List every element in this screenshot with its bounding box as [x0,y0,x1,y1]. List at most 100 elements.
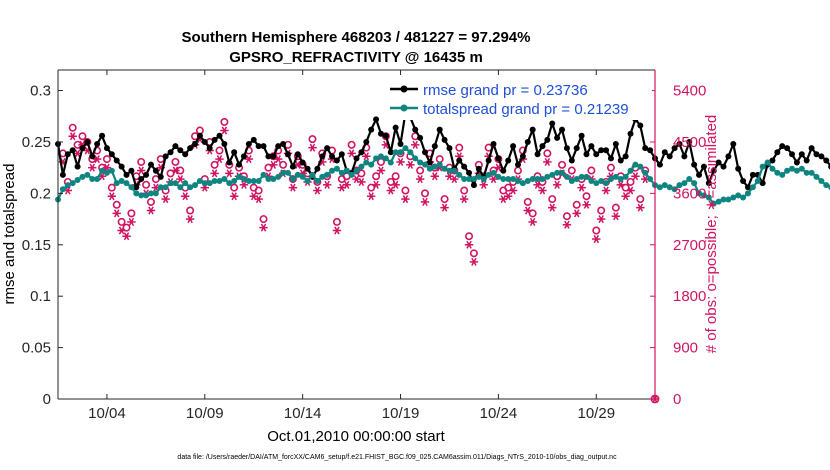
totalspread-point [793,167,800,174]
totalspread-point [446,167,453,174]
obs-possible-point [469,249,478,258]
totalspread-point [192,182,199,189]
asterisk-stroke [358,177,365,186]
obs-assimilated-point [107,192,117,201]
obs-possible-point [460,186,469,195]
obs-assimilated-point [386,186,395,195]
asterisk-stroke [397,157,404,166]
totalspread-point [514,178,521,185]
y-left-tick-label: 0.25 [22,134,51,151]
asterisk-stroke [334,226,340,235]
totalspread-point [79,173,86,180]
totalspread-point [598,178,605,185]
rmse-point [779,143,786,150]
obs-assimilated-point [274,155,283,164]
rmse-point [627,130,634,137]
totalspread-point [539,175,546,182]
obs-possible-point [558,160,567,169]
asterisk-stroke [270,160,277,169]
rmse-point [686,138,693,145]
rmse-point [510,143,517,150]
obs-possible-point [626,177,635,186]
asterisk-stroke [603,186,609,195]
rmse-point [456,157,463,164]
asterisk-stroke [216,155,223,164]
rmse-point [333,157,340,164]
obs-assimilated-point [396,157,405,166]
rmse-point [299,159,306,166]
rmse-point [505,157,512,164]
totalspread-point [123,180,130,187]
obs-assimilated-point [415,175,425,184]
rmse-point [245,141,252,148]
asterisk-stroke [441,203,448,212]
totalspread-point [789,165,796,172]
obs-assimilated-point [122,232,131,241]
totalspread-point [480,175,487,182]
asterisk-stroke [451,175,458,184]
rmse-point [656,161,663,168]
series-layer [55,110,830,404]
obs-assimilated-point [489,175,498,184]
asterisk-stroke [490,175,497,184]
totalspread-point [612,173,619,180]
totalspread-point [280,169,287,176]
rmse-point [363,138,370,145]
legend-totalspread-label: totalspread grand pr = 0.21239 [423,101,629,118]
obs-assimilated-point [88,163,97,172]
totalspread-point [696,190,703,197]
totalspread-point [485,171,492,178]
totalspread-point [554,169,561,176]
totalspread-point [113,180,120,187]
totalspread-point [412,155,419,162]
totalspread-point [138,192,145,199]
asterisk-stroke [417,175,423,184]
plot-area [58,70,655,399]
totalspread-point [661,182,668,189]
obs-assimilated-point [322,180,332,189]
obs-assimilated-point [288,183,298,192]
asterisk-stroke [324,180,330,189]
asterisk-stroke [319,157,325,166]
rmse-point [647,147,654,154]
x-tick-label: 10/04 [88,405,126,422]
totalspread-point [377,153,384,160]
totalspread-point [524,178,531,185]
asterisk-stroke [221,126,228,135]
totalspread-point [676,182,683,189]
asterisk-stroke [613,212,619,221]
totalspread-point [353,167,360,174]
totalspread-point [338,169,345,176]
totalspread-point [759,163,766,170]
totalspread-point [314,178,321,185]
totalspread-point [823,182,830,189]
asterisk-stroke [471,257,477,266]
rmse-point [823,157,830,164]
asterisk-stroke [275,155,281,164]
rmse-point [275,143,282,150]
obs-possible-point [142,180,151,189]
totalspread-point [632,161,639,168]
y-right-tick-label: 1800 [673,288,706,305]
obs-possible-point [308,135,317,144]
rmse-point [554,134,561,141]
totalspread-point [573,175,580,182]
rmse-point [358,149,365,156]
asterisk-stroke [373,180,379,189]
obs-possible-point [186,206,195,215]
obs-assimilated-point [308,143,317,152]
rmse-point [519,153,526,160]
rmse-point [289,163,296,170]
obs-assimilated-point [342,180,351,189]
obs-possible-point [592,226,601,235]
totalspread-point [764,159,771,166]
totalspread-point [177,184,184,191]
rmse-point [573,145,580,152]
rmse-point [201,138,208,145]
rmse-point [138,175,145,182]
asterisk-stroke [529,217,536,226]
asterisk-stroke [348,149,355,158]
axes-layer: 10/04 10/09 10/14 10/19 10/24 10/29 0 0.05 0.1 0.… [22,69,706,422]
totalspread-point [637,163,644,170]
rmse-point [495,155,502,162]
